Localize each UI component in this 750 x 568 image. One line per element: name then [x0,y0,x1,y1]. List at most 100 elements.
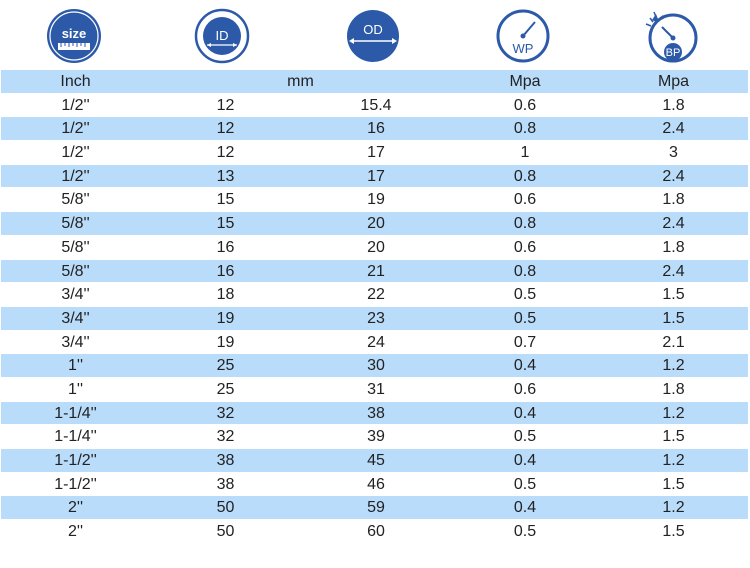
cell-bp: 1.8 [662,380,685,398]
cell-id-mm: 32 [216,428,235,446]
cell-od-mm: 59 [367,499,385,517]
size-icon: size [46,8,102,64]
table-row: 1/2'' 12 16 0.8 2.4 [1,117,748,142]
cell-inch: 1-1/2'' [54,452,97,469]
cell-od-mm: 20 [367,215,385,233]
cell-od-mm: 38 [367,404,385,422]
table-header-row: Inch mm Mpa Mpa [1,70,748,94]
cell-od-mm: 21 [367,262,385,280]
cell-id-mm: 16 [216,262,235,280]
cell-od-mm: 60 [367,523,385,541]
cell-wp: 0.8 [513,262,537,280]
cell-od-mm: 17 [367,167,385,185]
cell-inch: 3/4'' [61,333,90,351]
cell-bp: 2.1 [662,333,685,351]
cell-wp: 0.6 [513,191,537,209]
cell-bp: 1.2 [662,452,685,469]
size-icon-label: size [62,26,87,41]
cell-inch: 1/2'' [61,120,90,138]
table-row: 2'' 50 59 0.4 1.2 [1,496,748,521]
cell-od-mm: 15.4 [360,96,392,114]
cell-id-mm: 32 [216,404,235,422]
table-row: 1'' 25 30 0.4 1.2 [1,354,748,378]
cell-inch: 1/2'' [61,144,90,162]
cell-od-mm: 30 [367,357,385,375]
cell-wp: 0.5 [513,286,537,304]
cell-bp: 1.5 [662,428,685,446]
cell-od-mm: 39 [367,428,385,446]
cell-bp: 1.8 [662,96,685,114]
cell-wp: 0.4 [513,357,537,375]
cell-od-mm: 16 [367,120,385,138]
cell-wp: 1 [520,144,530,162]
cell-wp: 0.8 [513,167,537,185]
cell-wp: 0.4 [513,499,537,517]
wp-icon: WP [495,8,551,64]
cell-inch: 5/8'' [61,191,90,209]
cell-wp: 0.5 [513,309,537,327]
header-inch: Inch [60,73,91,90]
cell-id-mm: 50 [216,523,235,541]
table-row: 5/8'' 16 21 0.8 2.4 [1,259,748,284]
cell-od-mm: 24 [367,333,385,351]
cell-bp: 2.4 [662,215,685,233]
cell-bp: 1.5 [662,286,685,304]
cell-id-mm: 25 [216,380,235,398]
header-wp-unit: Mpa [509,73,541,90]
cell-wp: 0.6 [513,238,537,256]
cell-od-mm: 31 [367,380,385,398]
cell-wp: 0.4 [513,404,537,422]
cell-inch: 1-1/4'' [54,404,97,422]
cell-bp: 1.5 [662,309,685,327]
cell-wp: 0.7 [513,333,537,351]
table-row: 1-1/4'' 32 39 0.5 1.5 [1,425,748,449]
cell-bp: 1.8 [662,191,685,209]
cell-inch: 2'' [67,523,83,541]
cell-od-mm: 46 [367,475,385,493]
cell-wp: 0.5 [513,428,537,446]
cell-wp: 0.6 [513,380,537,398]
table-row: 1-1/2'' 38 46 0.5 1.5 [1,472,748,497]
bp-icon: BP [644,8,700,64]
cell-inch: 1/2'' [61,167,90,185]
table-row: 5/8'' 15 20 0.8 2.4 [1,212,748,236]
cell-inch: 3/4'' [61,286,90,304]
cell-od-mm: 45 [367,452,385,469]
cell-inch: 5/8'' [61,262,90,280]
cell-od-mm: 19 [367,191,385,209]
wp-icon-label: WP [513,41,534,56]
od-icon: OD [345,8,401,64]
cell-bp: 2.4 [662,262,685,280]
spec-table: Inch mm Mpa Mpa 1/2'' 12 15.4 0.6 1.8 1/2'' 12… [1,70,748,544]
cell-bp: 2.4 [662,120,685,138]
table-row: 1/2'' 13 17 0.8 2.4 [1,164,748,189]
id-icon-label: ID [216,28,229,43]
cell-id-mm: 15 [216,215,235,233]
cell-wp: 0.8 [513,215,537,233]
cell-id-mm: 19 [216,333,235,351]
cell-bp: 2.4 [662,167,685,185]
cell-inch: 1/2'' [61,96,90,114]
cell-od-mm: 22 [367,286,385,304]
cell-inch: 5/8'' [61,215,90,233]
cell-id-mm: 38 [216,452,235,469]
cell-bp: 1.5 [662,523,685,541]
od-icon-label: OD [363,22,383,37]
table-row: 5/8'' 16 20 0.6 1.8 [1,235,748,260]
header-mm: mm [287,73,314,90]
cell-wp: 0.4 [513,452,537,469]
cell-wp: 0.5 [513,523,537,541]
id-icon: ID [194,8,250,64]
cell-od-mm: 20 [367,238,385,256]
header-bp-unit: Mpa [657,73,690,90]
table-row: 2'' 50 60 0.5 1.5 [1,520,748,544]
cell-bp: 1.8 [662,238,685,256]
cell-bp: 1.2 [662,499,685,517]
cell-bp: 1.5 [662,475,685,493]
table-row: 3/4'' 19 24 0.7 2.1 [1,330,748,355]
cell-inch: 2'' [67,499,83,517]
cell-id-mm: 13 [216,167,235,185]
table-row: 5/8'' 15 19 0.6 1.8 [1,188,748,213]
cell-wp: 0.5 [513,475,537,493]
cell-wp: 0.8 [513,120,537,138]
